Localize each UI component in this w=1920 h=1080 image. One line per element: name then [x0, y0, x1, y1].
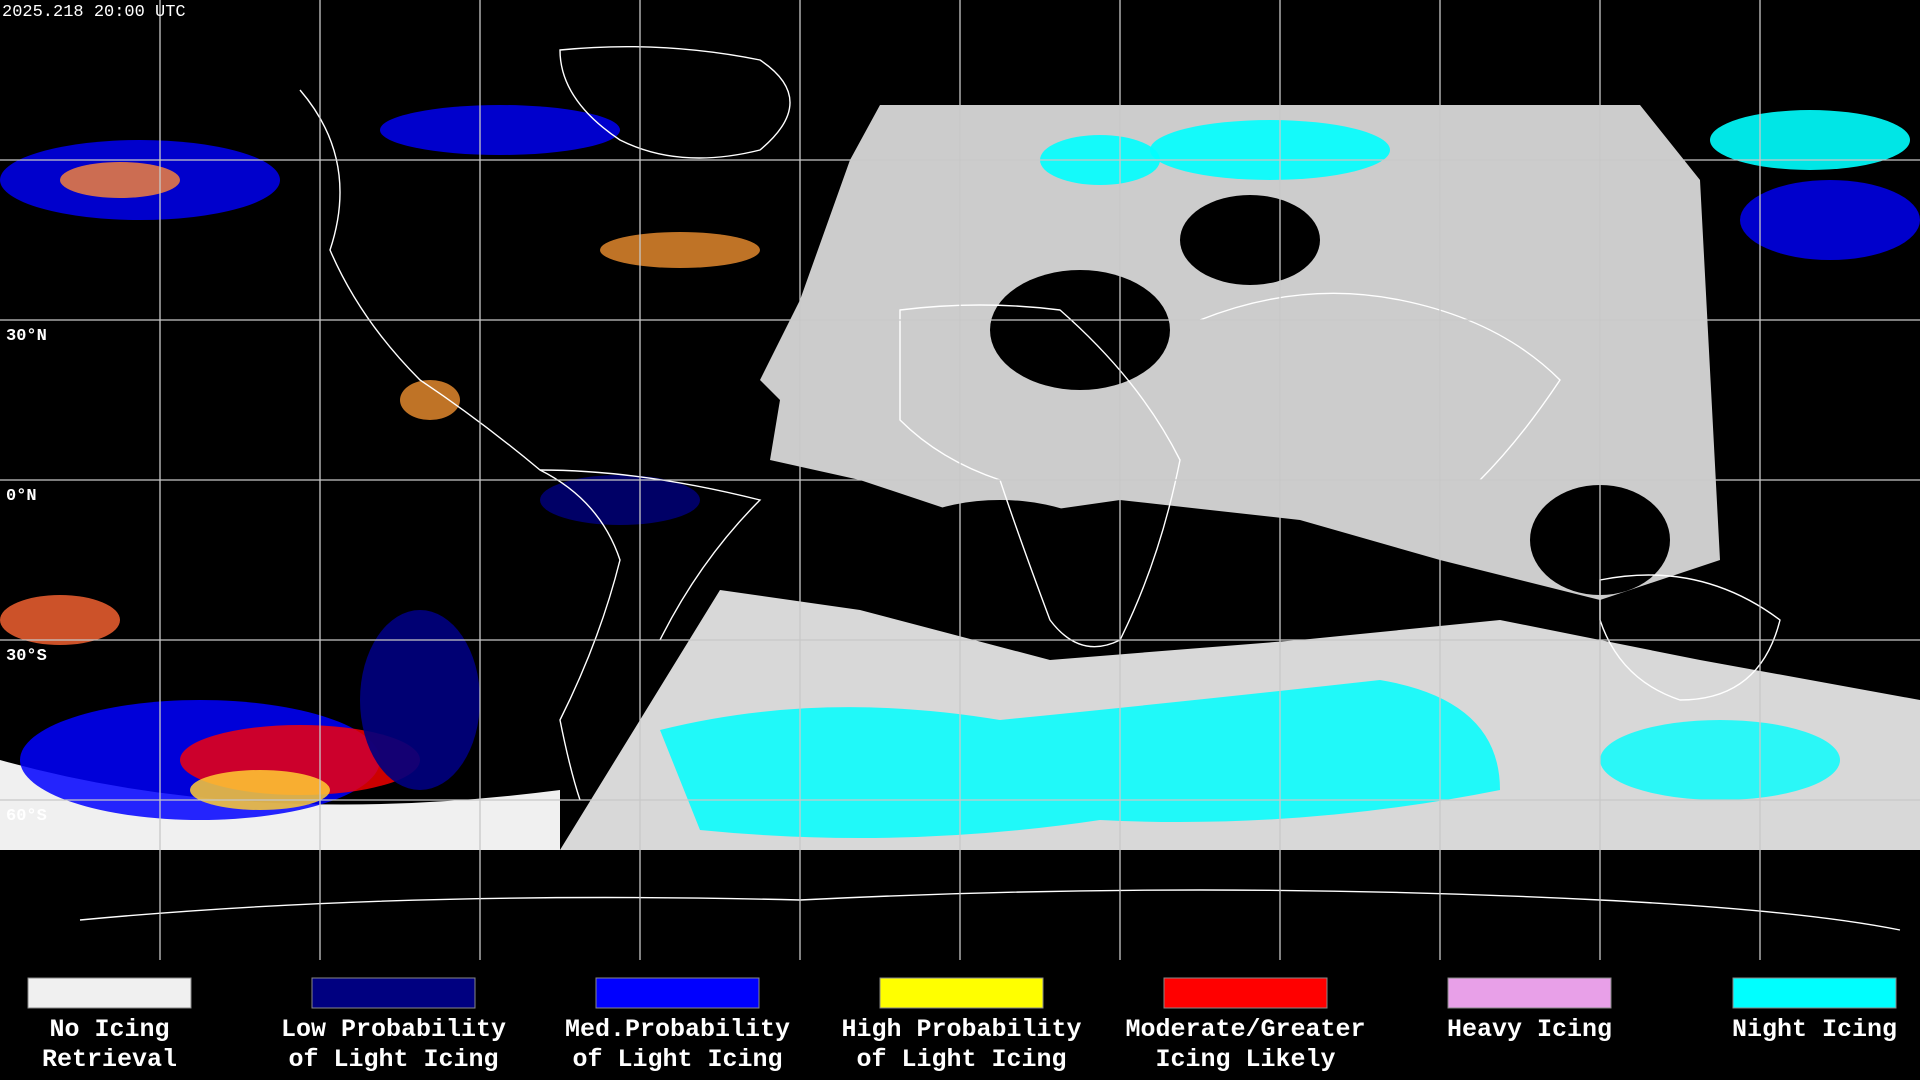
- legend-label: Heavy Icing: [1447, 1015, 1612, 1044]
- legend-swatch: [1732, 977, 1897, 1009]
- legend-label: No Icing: [49, 1015, 169, 1044]
- legend-swatch: [595, 977, 760, 1009]
- legend-label: Moderate/Greater: [1125, 1015, 1365, 1044]
- graticule: [0, 0, 1920, 960]
- latitude-labels: 30°N 0°N 30°S 60°S: [6, 327, 47, 826]
- timestamp: 2025.218 20:00 UTC: [2, 3, 186, 22]
- legend-swatch: [311, 977, 476, 1009]
- legend-label: of Light Icing: [288, 1045, 498, 1074]
- latitude-label: 60°S: [6, 807, 47, 826]
- legend-label: Low Probability: [281, 1015, 506, 1044]
- cloud-field: [0, 105, 1920, 850]
- latitude-label: 0°N: [6, 487, 37, 506]
- legend-label: of Light Icing: [572, 1045, 782, 1074]
- legend-swatch: [1447, 977, 1612, 1009]
- legend-swatch: [27, 977, 192, 1009]
- legend-label: Retrieval: [42, 1045, 177, 1074]
- legend-swatch: [1163, 977, 1328, 1009]
- legend-label: Med.Probability: [565, 1015, 790, 1044]
- latitude-label: 30°S: [6, 647, 47, 666]
- legend-label: Icing Likely: [1155, 1045, 1335, 1074]
- latitude-label: 30°N: [6, 327, 47, 346]
- legend-label: Night Icing: [1732, 1015, 1897, 1044]
- legend-label: of Light Icing: [856, 1045, 1066, 1074]
- legend-label: High Probability: [841, 1015, 1081, 1044]
- legend-swatch: [879, 977, 1044, 1009]
